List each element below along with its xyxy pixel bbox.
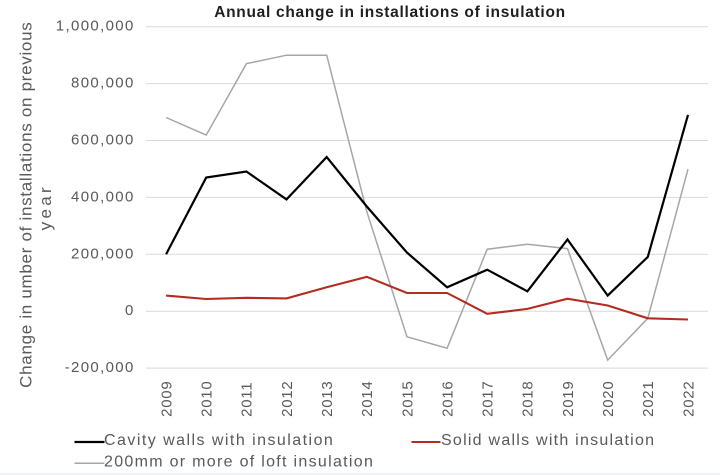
svg-text:2016: 2016	[439, 381, 456, 417]
svg-text:2010: 2010	[199, 381, 216, 417]
svg-text:2019: 2019	[560, 381, 577, 417]
svg-text:200,000: 200,000	[71, 245, 135, 262]
svg-text:1,000,000: 1,000,000	[56, 18, 135, 35]
svg-text:400,000: 400,000	[71, 188, 135, 205]
svg-text:2021: 2021	[640, 381, 657, 417]
svg-text:2014: 2014	[359, 381, 376, 417]
svg-text:2009: 2009	[158, 381, 175, 417]
svg-text:2018: 2018	[520, 381, 537, 417]
svg-text:200mm or more of loft insulati: 200mm or more of loft insulation	[104, 454, 374, 471]
svg-text:2017: 2017	[480, 381, 497, 417]
svg-text:Cavity walls with insulation: Cavity walls with insulation	[104, 432, 334, 449]
svg-text:Annual change in installations: Annual change in installations of insula…	[214, 4, 566, 21]
svg-text:Change in umber of installatio: Change in umber of installations on prev…	[16, 22, 35, 388]
svg-text:800,000: 800,000	[71, 75, 135, 92]
svg-text:2015: 2015	[399, 381, 416, 417]
svg-text:600,000: 600,000	[71, 132, 135, 149]
svg-text:0: 0	[125, 302, 135, 319]
svg-text:2022: 2022	[680, 381, 697, 417]
svg-text:Solid walls with insulation: Solid walls with insulation	[441, 432, 655, 449]
svg-text:2020: 2020	[600, 381, 617, 417]
svg-text:2012: 2012	[279, 381, 296, 417]
svg-text:year: year	[36, 184, 55, 230]
svg-text:-200,000: -200,000	[65, 359, 135, 376]
svg-text:2013: 2013	[319, 381, 336, 417]
svg-text:2011: 2011	[239, 382, 256, 417]
